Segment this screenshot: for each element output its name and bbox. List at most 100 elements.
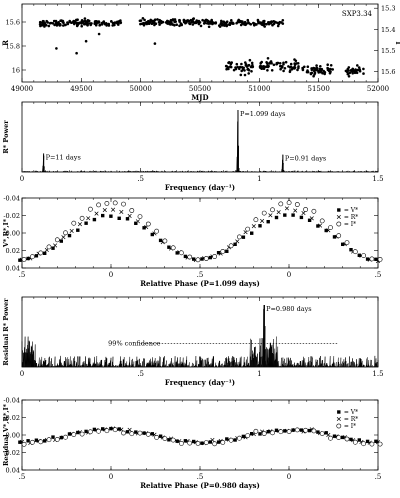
phase-point (34, 254, 39, 258)
lightcurve-point (225, 65, 229, 68)
lightcurve-point (362, 72, 365, 75)
residual-phase-point (195, 440, 201, 446)
lightcurve-point (239, 73, 243, 77)
phase-point (101, 213, 105, 218)
phase-point (258, 224, 262, 228)
phase-point (77, 222, 83, 227)
lightcurve-point (347, 75, 351, 78)
lightcurve-point (301, 67, 305, 71)
residual-phase-ylabel: Residual V*,R*,I* (2, 403, 10, 466)
phase-point (286, 200, 292, 206)
lightcurve-point (356, 68, 359, 72)
lightcurve-point (229, 22, 232, 25)
lightcurve-point (328, 71, 332, 75)
lightcurve-point (147, 19, 150, 23)
lightcurve-point (318, 68, 321, 72)
phase-point (112, 200, 118, 206)
lightcurve-point (96, 21, 100, 24)
residual-phase-point (137, 430, 143, 436)
lightcurve-point (246, 68, 249, 71)
phase-yaxis-tick-label: 0.02 (6, 247, 20, 255)
lightcurve-point (54, 19, 58, 23)
residual-phase-point (158, 434, 163, 438)
periodogram-xaxis-tick-label: 1.5 (372, 175, 383, 183)
lightcurve-point (175, 23, 178, 27)
lightcurve-point (153, 42, 157, 45)
phase-point (319, 218, 325, 224)
lightcurve-point (168, 20, 171, 24)
phase-point (96, 202, 101, 208)
residual-phase-point (374, 439, 378, 443)
lightcurve-point (112, 23, 116, 27)
residual-phase-point (96, 428, 101, 434)
phase-point (183, 254, 188, 259)
lightcurve-point (100, 23, 104, 26)
lightcurve-point (191, 23, 195, 26)
lightcurve-point (262, 24, 265, 27)
residual-phase-legend-marker (336, 416, 341, 422)
residual-phase-point (319, 431, 325, 436)
lightcurve-point (250, 61, 254, 65)
phase-point (167, 245, 171, 249)
lightcurve-point (309, 72, 313, 76)
lightcurve-point (220, 24, 224, 27)
phase-point (361, 253, 366, 258)
phase-point (225, 249, 229, 253)
residual-phase-point (170, 437, 176, 443)
phase-point (241, 235, 246, 239)
phase-point (76, 228, 80, 232)
residual-phase-point (51, 435, 55, 439)
residual-phase-point (134, 430, 138, 434)
lightcurve-point (256, 18, 260, 22)
lightcurve-point (80, 24, 83, 28)
phase-xaxis-tick-label: 0 (109, 271, 113, 279)
phase-legend-marker (336, 214, 341, 220)
lightcurve-point (357, 66, 361, 69)
residual-phase-point (344, 436, 350, 442)
residual-phase-point (303, 427, 308, 433)
lightcurve-point (276, 24, 280, 28)
residual-phase-point (175, 439, 179, 443)
phase-point (109, 214, 113, 218)
residual-phase-point (294, 427, 300, 433)
lightcurve-point (243, 73, 247, 77)
phase-point (303, 207, 308, 212)
phase-point (79, 215, 85, 221)
phase-point (212, 254, 217, 259)
phase-point (145, 221, 151, 227)
lightcurve-point (268, 62, 272, 65)
lightcurve-point (38, 20, 42, 24)
periodogram-power-series (21, 113, 379, 173)
residual-phase-point (127, 427, 132, 432)
lightcurve-point (247, 63, 251, 67)
mjd-axis-tick-label: 52000 (367, 85, 389, 93)
phase-point (253, 217, 259, 223)
mjd-axis-tick-label: 49000 (11, 85, 33, 93)
r-axis-tick-label: 15.6 (6, 19, 20, 27)
lightcurve-point (166, 22, 169, 25)
phase-point (121, 201, 126, 207)
lightcurve-point (283, 67, 287, 70)
lightcurve-ylabel-left: R (1, 40, 10, 46)
lightcurve-point (72, 20, 75, 23)
residual-phase-point (233, 438, 237, 442)
residual-phase-point (67, 432, 72, 436)
lightcurve-point (355, 71, 359, 75)
phase-point (377, 256, 383, 262)
i-axis-tick-label: 15.5 (381, 47, 395, 55)
lightcurve-point (326, 68, 330, 72)
residual-phase-point (112, 427, 118, 433)
phase-legend-marker (337, 208, 341, 212)
phase-point (170, 245, 176, 251)
phase-point (344, 240, 350, 245)
phase-point (178, 250, 184, 256)
phase-point (235, 239, 240, 244)
lightcurve-point (258, 65, 262, 69)
lightcurve-point (267, 22, 271, 26)
phase-point (200, 257, 204, 261)
residual-periodogram-xaxis-tick-label: 1.5 (372, 370, 383, 378)
phase-point (134, 221, 138, 225)
phase-point (69, 228, 74, 234)
lightcurve-point (244, 61, 247, 64)
